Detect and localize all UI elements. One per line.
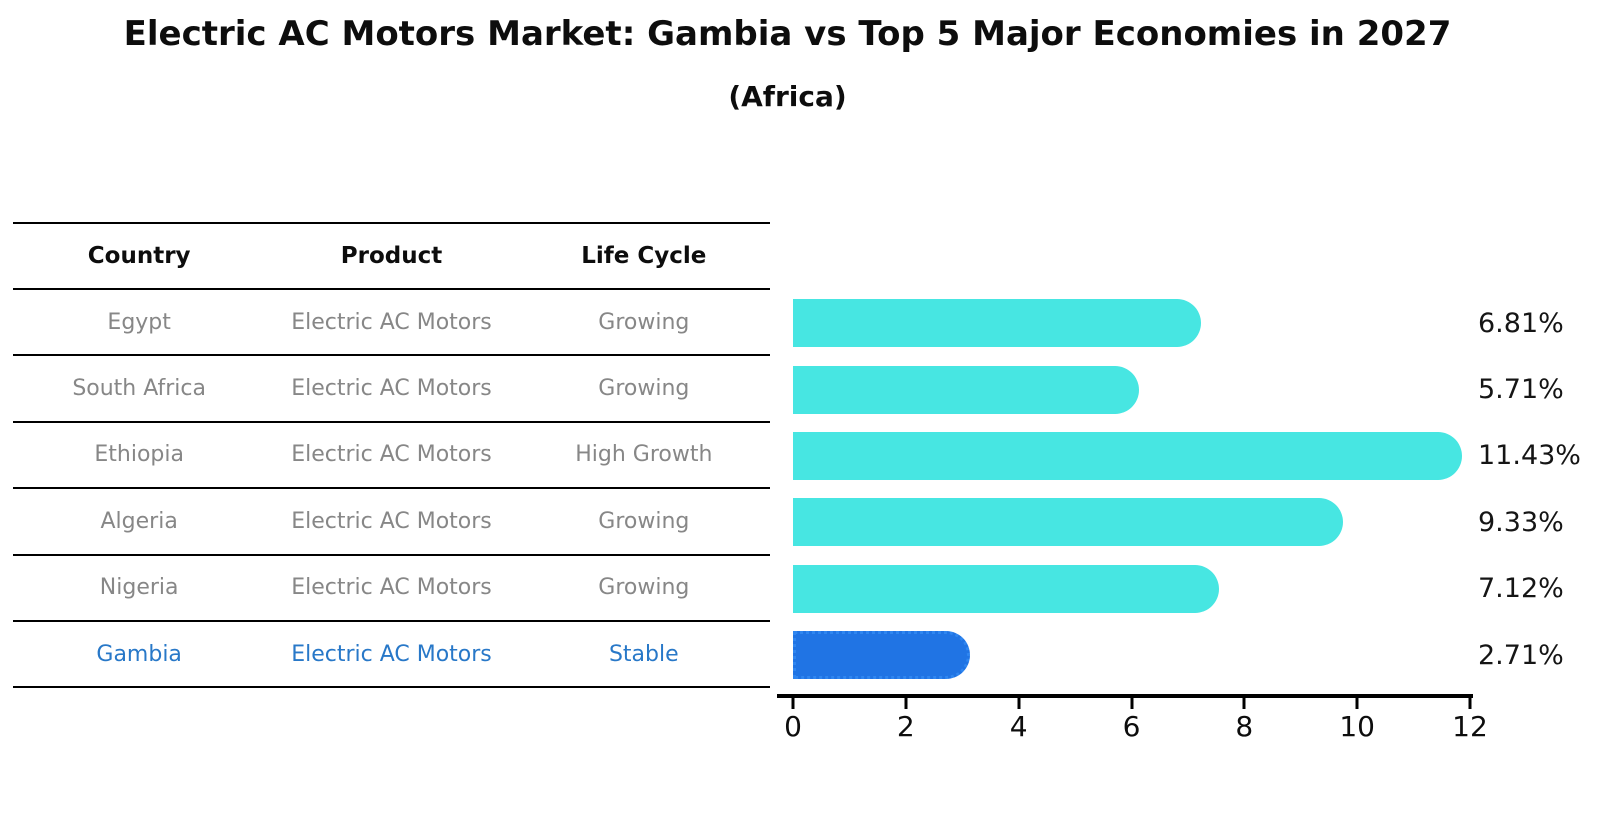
x-tick-label: 0 — [784, 710, 802, 743]
x-tick-label: 2 — [896, 710, 915, 743]
table-row: Gambia Electric AC Motors Stable — [13, 622, 770, 689]
column-header-country: Country — [87, 243, 191, 269]
bar-row — [793, 356, 1470, 422]
x-tick — [904, 698, 908, 709]
plot-area — [793, 290, 1470, 689]
table-row: Nigeria Electric AC Motors Growing — [13, 556, 770, 622]
lifecycle-cell: Growing — [598, 309, 690, 335]
x-axis-line — [777, 694, 1473, 698]
bar-row — [793, 622, 1470, 688]
bar-nigeria — [793, 564, 1219, 613]
country-cell: Ethiopia — [94, 442, 184, 468]
bar-algeria — [793, 498, 1344, 547]
country-cell: Egypt — [107, 309, 171, 335]
product-cell: Electric AC Motors — [291, 309, 492, 335]
bar-gambia — [793, 631, 970, 680]
bar-value-label: 6.81% — [1478, 307, 1564, 339]
x-tick — [1468, 698, 1472, 709]
x-tick — [1017, 698, 1021, 709]
table-body: Egypt Electric AC Motors Growing South Afri… — [13, 290, 770, 689]
table-header-row: Country Product Life Cycle — [13, 224, 770, 290]
x-tick — [1242, 698, 1246, 709]
product-cell: Electric AC Motors — [291, 575, 492, 601]
country-cell: Gambia — [96, 641, 182, 667]
x-tick-label: 4 — [1009, 710, 1028, 743]
country-table: Country Product Life Cycle Egypt Electric… — [13, 222, 770, 689]
lifecycle-cell: High Growth — [575, 442, 713, 468]
bar-south-africa — [793, 365, 1140, 414]
product-cell: Electric AC Motors — [291, 641, 492, 667]
table-row: Ethiopia Electric AC Motors High Growth — [13, 423, 770, 490]
page-subtitle: (Africa) — [728, 80, 847, 113]
bar-ethiopia — [793, 431, 1462, 480]
bar-value-label: 5.71% — [1478, 374, 1564, 406]
x-tick-label: 8 — [1235, 710, 1254, 743]
bar-row — [793, 290, 1470, 356]
lifecycle-cell: Growing — [598, 508, 690, 534]
bar-row — [793, 489, 1470, 555]
x-tick-label: 12 — [1452, 710, 1488, 743]
bar-row — [793, 423, 1470, 489]
bar-egypt — [793, 299, 1202, 348]
bar-row — [793, 556, 1470, 622]
country-cell: South Africa — [72, 376, 206, 402]
lifecycle-cell: Growing — [598, 376, 690, 402]
lifecycle-cell: Stable — [608, 641, 679, 667]
x-tick — [1130, 698, 1133, 709]
country-cell: Algeria — [100, 508, 178, 534]
column-header-lifecycle: Life Cycle — [581, 243, 707, 269]
table-row: Algeria Electric AC Motors Growing — [13, 489, 770, 556]
x-tick — [1355, 698, 1359, 709]
bar-value-label: 9.33% — [1478, 506, 1564, 538]
x-tick-label: 6 — [1122, 710, 1141, 743]
bar-value-label: 2.71% — [1478, 639, 1564, 671]
product-cell: Electric AC Motors — [291, 442, 492, 468]
bar-value-label: 11.43% — [1478, 440, 1581, 472]
page-title: Electric AC Motors Market: Gambia vs Top… — [123, 14, 1452, 54]
table-row: South Africa Electric AC Motors Growing — [13, 356, 770, 423]
column-header-product: Product — [340, 243, 443, 269]
bar-value-label: 7.12% — [1478, 573, 1564, 605]
x-axis-ticks — [791, 698, 1472, 710]
product-cell: Electric AC Motors — [291, 376, 492, 402]
product-cell: Electric AC Motors — [291, 508, 492, 534]
x-tick-label: 10 — [1339, 710, 1375, 743]
bar-value-labels: 6.81% 5.71% 11.43% 9.33% 7.12% 2.71% — [1478, 290, 1598, 688]
x-tick — [791, 698, 795, 709]
table-row: Egypt Electric AC Motors Growing — [13, 290, 770, 357]
x-axis-labels: 0 2 4 6 8 10 12 — [784, 710, 1488, 744]
lifecycle-cell: Growing — [598, 575, 690, 601]
country-cell: Nigeria — [99, 575, 179, 601]
